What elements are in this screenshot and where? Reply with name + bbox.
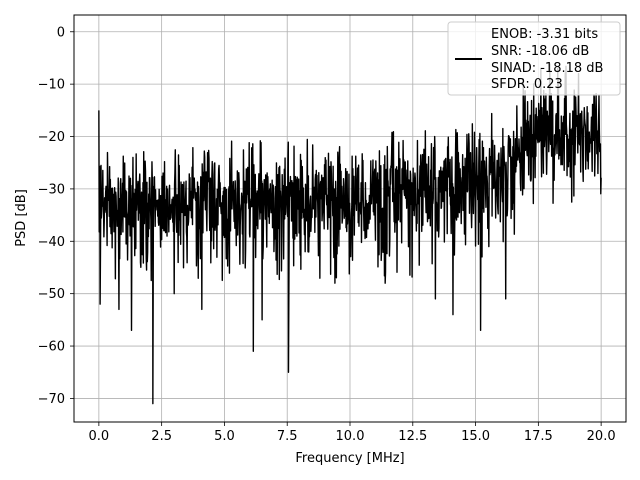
x-tick-label: 5.0 [214,429,235,444]
y-tick-label: −60 [38,340,65,355]
y-tick-label: 0 [57,25,65,40]
y-axis: 0 −10 −20 −30 −40 −50 −60 −70 [38,25,74,407]
x-tick-label: 2.5 [151,429,172,444]
y-axis-label: PSD [dB] [14,189,29,247]
legend-box [447,21,621,96]
x-tick-label: 7.5 [277,429,298,444]
x-tick-label: 17.5 [524,429,553,444]
legend-entry-enob: ENOB: -3.31 bits [491,27,598,42]
y-tick-label: −50 [38,287,65,302]
x-tick-label: 15.0 [461,429,490,444]
legend-entry-snr: SNR: -18.06 dB [491,44,589,59]
y-tick-label: −70 [38,392,65,407]
y-tick-label: −10 [38,78,65,93]
legend: ENOB: -3.31 bits SNR: -18.06 dB SINAD: -… [447,21,621,96]
series-layer [98,63,602,405]
x-tick-label: 12.5 [398,429,427,444]
x-tick-label: 0.0 [89,429,110,444]
x-axis: 0.0 2.5 5.0 7.5 10.0 12.5 15.0 17.5 20.0 [89,422,616,444]
psd-series-line [98,63,602,405]
x-axis-label: Frequency [MHz] [295,451,404,466]
legend-entry-sfdr: SFDR: 0.23 [491,77,563,92]
y-tick-label: −20 [38,130,65,145]
legend-entry-sinad: SINAD: -18.18 dB [491,61,603,76]
x-tick-label: 10.0 [336,429,365,444]
x-tick-label: 20.0 [587,429,616,444]
y-tick-label: −30 [38,182,65,197]
y-tick-label: −40 [38,235,65,250]
